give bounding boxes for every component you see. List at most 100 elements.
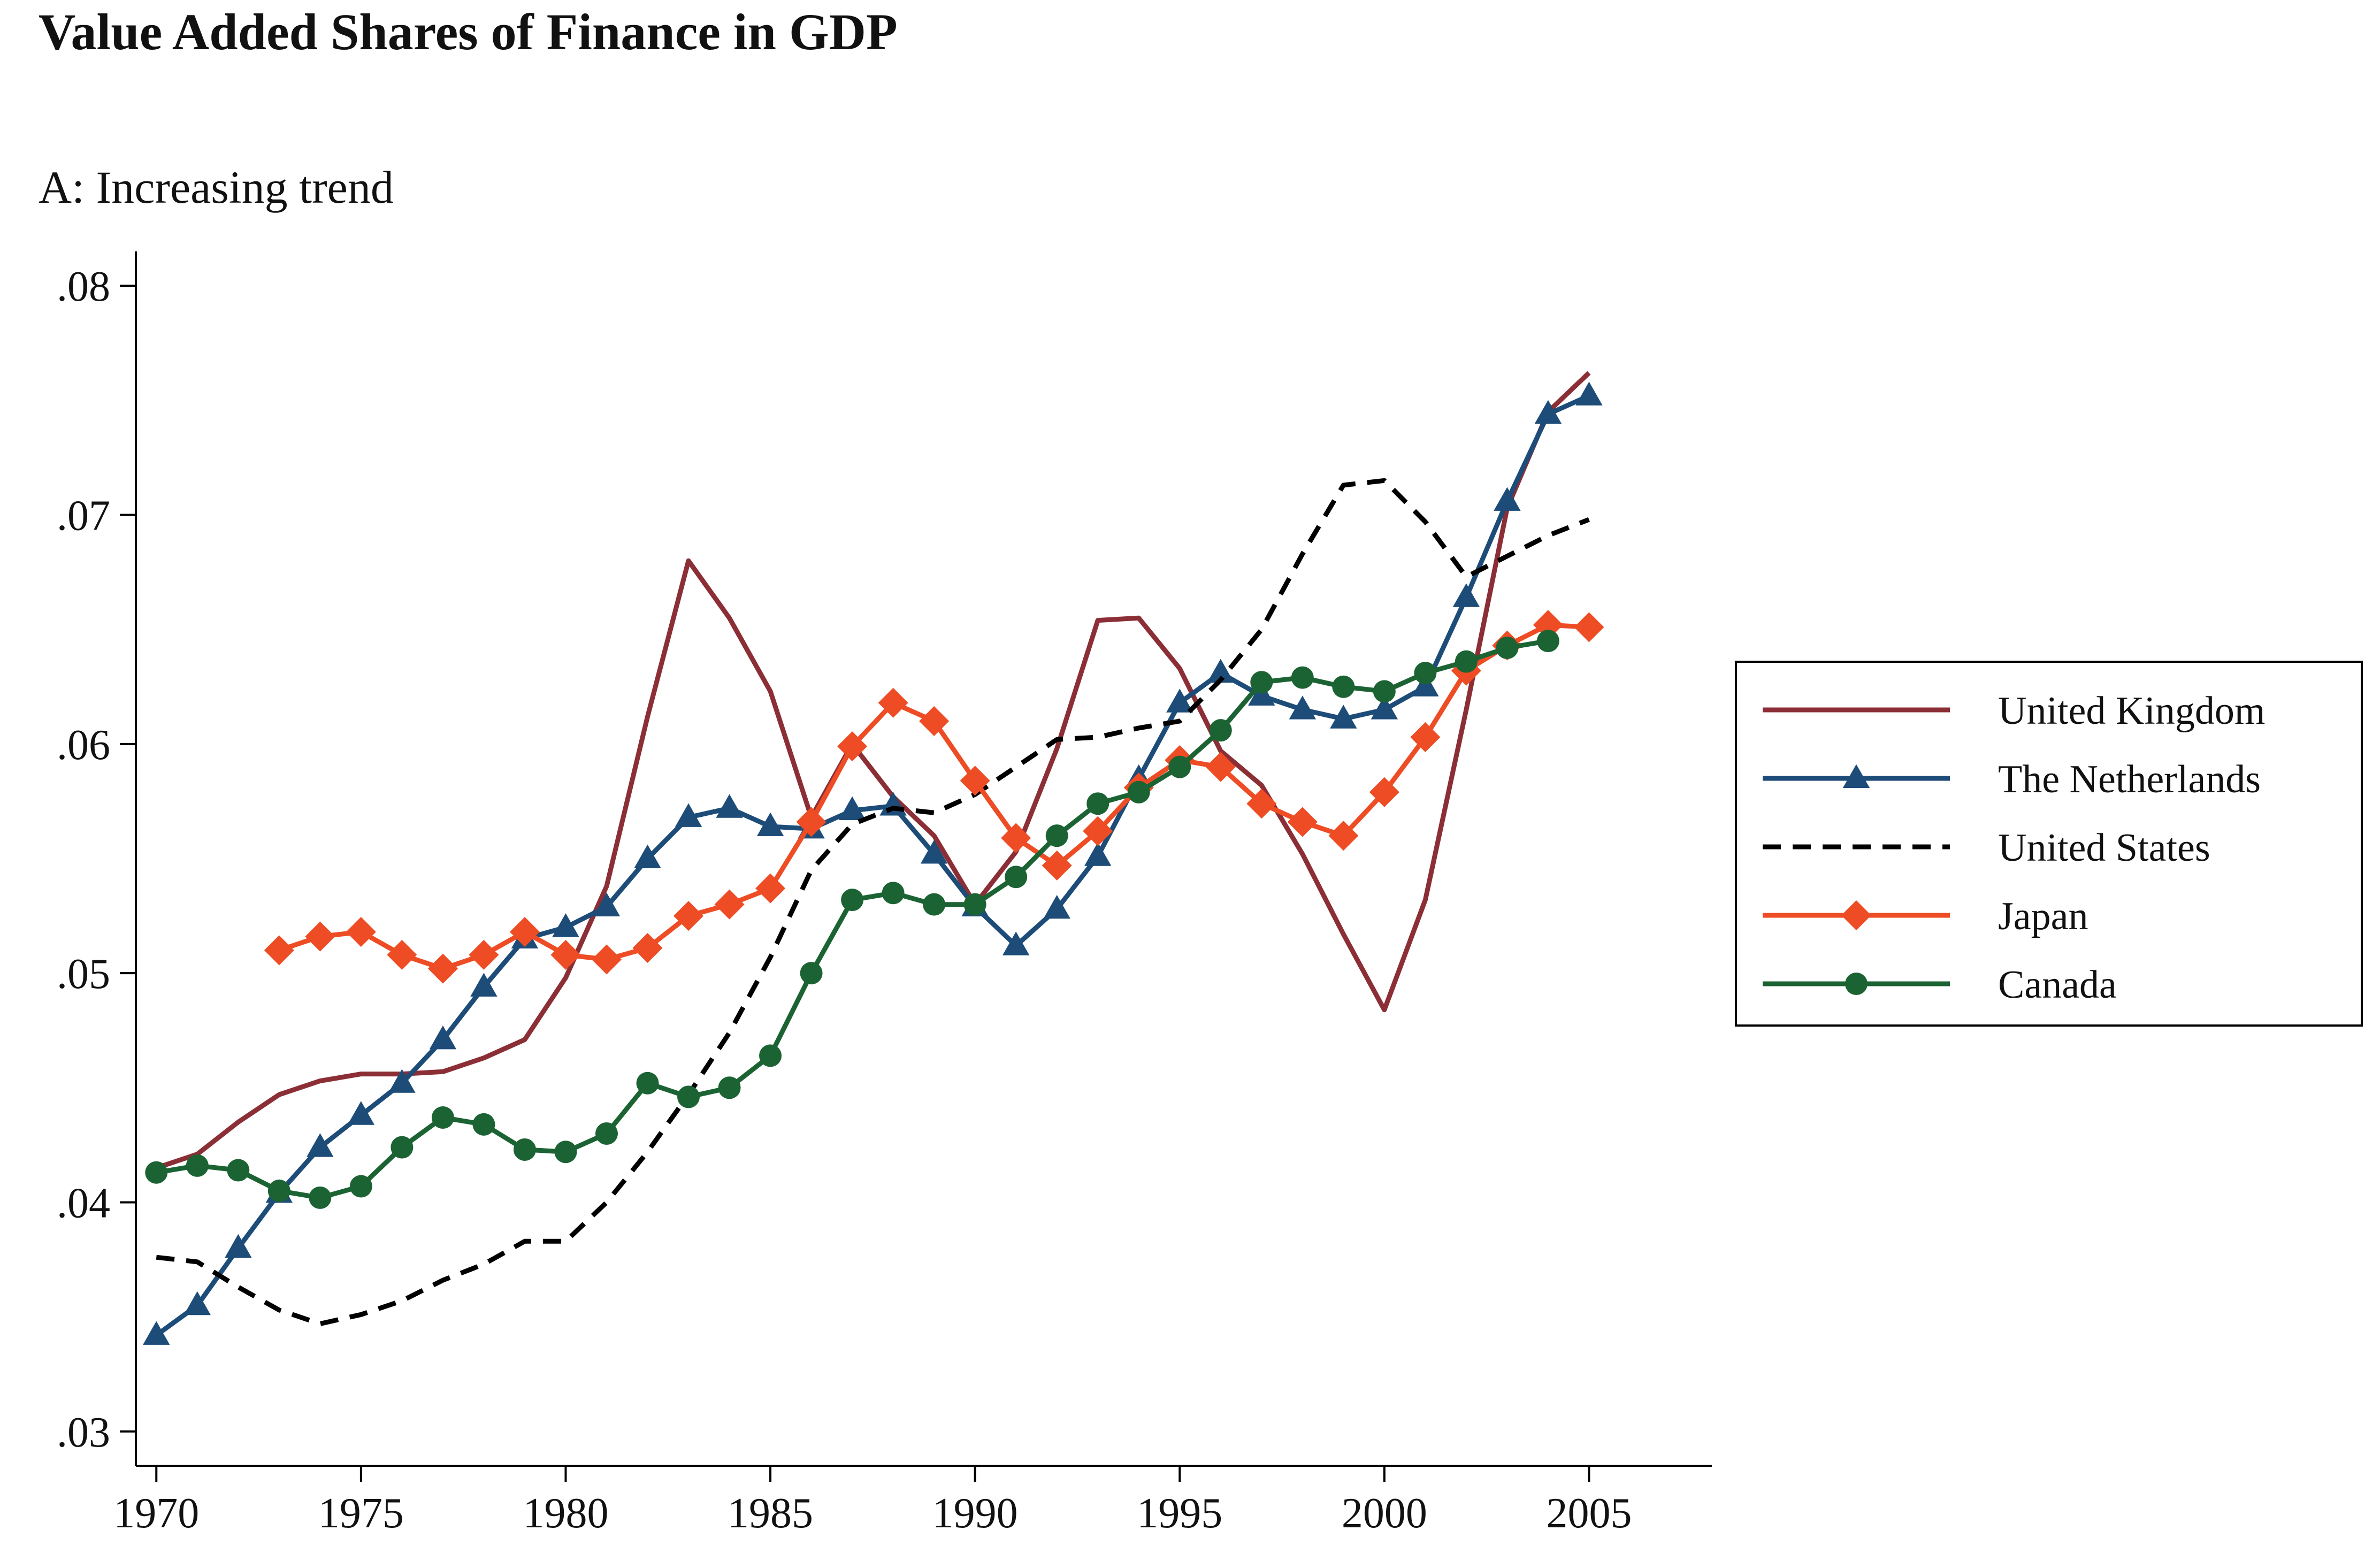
data-point-japan xyxy=(1205,752,1236,782)
data-point-japan xyxy=(755,873,786,904)
y-tick-label: .07 xyxy=(57,493,110,540)
legend-item-canada: Canada xyxy=(1763,963,2117,1007)
data-point-the-netherlands xyxy=(1575,381,1603,406)
data-point-the-netherlands xyxy=(1084,842,1112,866)
data-point-canada xyxy=(554,1141,577,1164)
data-point-the-netherlands xyxy=(838,796,866,821)
data-point-canada xyxy=(963,893,986,916)
data-point-the-netherlands xyxy=(388,1069,416,1093)
series-united-states xyxy=(156,478,1590,1326)
data-point-japan xyxy=(550,939,581,970)
data-point-canada xyxy=(1045,824,1068,847)
legend-label-canada: Canada xyxy=(1998,963,2117,1007)
data-point-japan xyxy=(1001,823,1031,853)
y-tick-label: .04 xyxy=(57,1180,110,1227)
data-point-canada xyxy=(391,1136,414,1159)
legend-item-united-kingdom: United Kingdom xyxy=(1763,689,2265,733)
data-point-canada xyxy=(759,1044,782,1067)
data-point-canada xyxy=(431,1106,454,1129)
y-tick-label: .06 xyxy=(57,722,110,769)
data-point-japan xyxy=(1410,722,1441,752)
data-point-canada xyxy=(1086,792,1109,815)
legend-marker-canada xyxy=(1845,973,1868,995)
series-united-kingdom xyxy=(155,371,1591,1171)
legend-item-japan: Japan xyxy=(1763,894,2088,938)
data-point-canada xyxy=(349,1175,372,1198)
data-point-canada xyxy=(227,1159,250,1182)
data-point-canada xyxy=(513,1138,536,1161)
data-point-japan xyxy=(837,731,868,762)
legend: United Kingdom The Netherlands United Stat… xyxy=(1735,661,2363,1027)
data-point-canada xyxy=(1291,666,1314,689)
x-tick-label: 1985 xyxy=(728,1490,813,1537)
data-point-canada xyxy=(1127,781,1150,804)
x-tick-label: 2000 xyxy=(1342,1490,1427,1537)
data-point-the-netherlands xyxy=(1534,400,1562,424)
data-point-the-netherlands xyxy=(1412,672,1439,697)
data-point-the-netherlands xyxy=(143,1321,170,1345)
legend-box xyxy=(1735,661,2363,1027)
data-point-the-netherlands xyxy=(756,812,784,837)
series-the-netherlands xyxy=(143,381,1603,1345)
chart-title: Value Added Shares of Finance in GDP xyxy=(39,3,898,60)
data-point-japan xyxy=(591,944,622,975)
data-point-canada xyxy=(800,962,823,985)
data-point-the-netherlands xyxy=(1494,487,1521,511)
x-tick-label: 1970 xyxy=(113,1490,199,1537)
data-point-japan xyxy=(1083,816,1113,846)
x-tick-label: 1975 xyxy=(318,1490,404,1537)
data-point-the-netherlands xyxy=(716,794,743,818)
data-point-canada xyxy=(923,893,946,916)
data-point-the-netherlands xyxy=(307,1133,334,1157)
data-point-the-netherlands xyxy=(1002,931,1030,955)
data-point-the-netherlands xyxy=(634,844,661,868)
chart-subtitle: A: Increasing trend xyxy=(39,162,394,213)
data-point-the-netherlands xyxy=(593,892,621,916)
data-point-canada xyxy=(1414,662,1437,685)
data-point-japan xyxy=(264,935,294,966)
data-point-the-netherlands xyxy=(1166,688,1193,713)
data-point-japan xyxy=(305,921,335,952)
data-point-canada xyxy=(882,882,905,905)
data-point-the-netherlands xyxy=(347,1101,375,1125)
x-tick-label: 1980 xyxy=(523,1490,608,1537)
data-point-japan xyxy=(919,706,950,737)
data-point-the-netherlands xyxy=(225,1234,252,1258)
series-japan xyxy=(264,610,1604,984)
data-point-canada xyxy=(309,1186,332,1209)
data-point-canada xyxy=(595,1122,618,1145)
data-point-the-netherlands xyxy=(470,973,498,997)
data-point-japan xyxy=(346,917,376,947)
legend-label-united-kingdom: United Kingdom xyxy=(1998,689,2265,733)
data-point-the-netherlands xyxy=(1452,583,1480,607)
data-point-the-netherlands xyxy=(675,803,702,827)
data-point-canada xyxy=(1373,680,1396,703)
data-point-canada xyxy=(718,1076,741,1099)
data-point-canada xyxy=(267,1180,290,1203)
legend-item-united-states: United States xyxy=(1763,826,2210,870)
data-point-canada xyxy=(1536,630,1559,653)
legend-label-united-states: United States xyxy=(1998,826,2210,870)
data-point-canada xyxy=(1332,675,1355,698)
data-point-the-netherlands xyxy=(1289,695,1317,720)
legend-marker-the-netherlands xyxy=(1842,764,1870,788)
data-point-japan xyxy=(509,917,540,947)
series-canada xyxy=(145,630,1559,1209)
data-point-canada xyxy=(472,1113,495,1136)
x-tick-label: 1995 xyxy=(1137,1490,1222,1537)
data-point-the-netherlands xyxy=(1330,705,1357,729)
y-tick-label: .05 xyxy=(57,951,110,998)
data-point-japan xyxy=(1246,789,1277,819)
axes: .03 .04 .05 .06 .07 .08 1970 1975 1980 1985 1990 19… xyxy=(57,251,1712,1537)
legend-label-japan: Japan xyxy=(1998,894,2088,938)
data-point-canada xyxy=(1250,671,1273,694)
data-point-the-netherlands xyxy=(1207,659,1234,683)
series-line-the-netherlands xyxy=(155,393,1590,1337)
data-point-japan xyxy=(632,933,663,963)
legend-item-the-netherlands: The Netherlands xyxy=(1763,758,2261,801)
data-point-canada xyxy=(1455,650,1478,673)
data-point-canada xyxy=(677,1085,700,1108)
data-point-canada xyxy=(1005,866,1028,889)
data-point-canada xyxy=(841,889,864,912)
